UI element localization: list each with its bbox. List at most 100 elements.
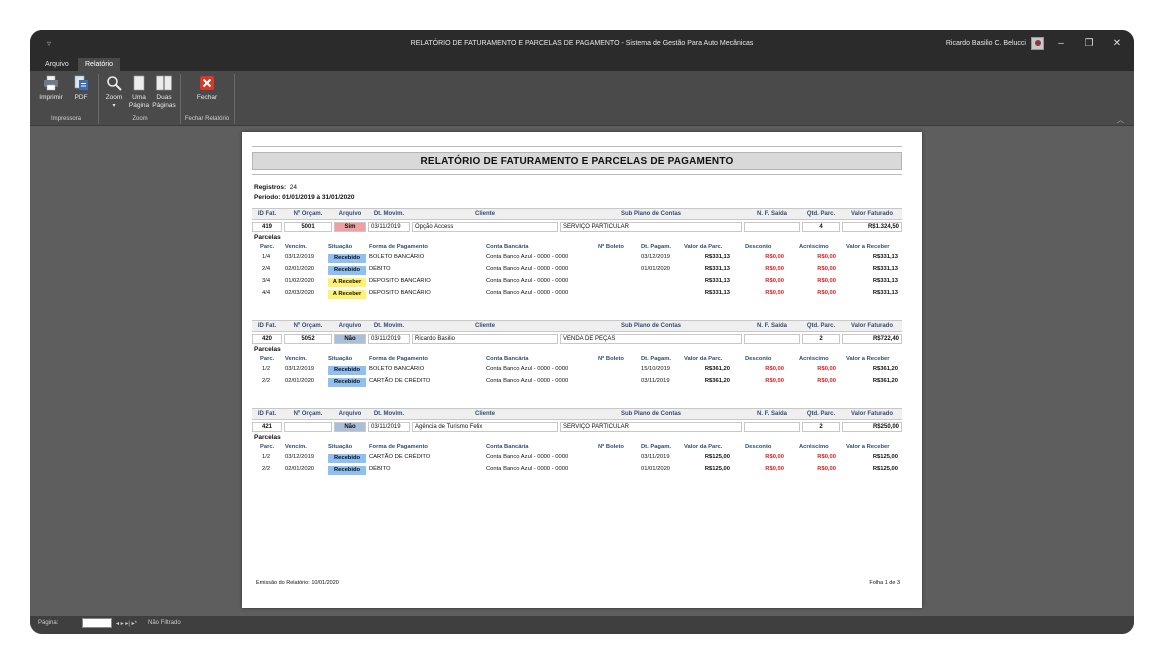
duas-paginas-button[interactable]: Duas Páginas [151, 75, 177, 110]
parcela-cell-acrescimo: R$0,00 [817, 290, 836, 296]
close-report-icon [200, 76, 214, 90]
group-separator [98, 74, 99, 124]
fatura-header-movim: Dt. Movim. [373, 211, 405, 217]
group-impressora: Impressora [50, 116, 81, 122]
fatura-header-orcam: Nº Orçam. [293, 211, 323, 217]
parcela-header-parc: Parc. [260, 244, 275, 250]
magnifier-icon [107, 76, 122, 91]
page-number-input[interactable] [82, 618, 112, 628]
duas-label-1: Duas [156, 94, 172, 101]
single-page-icon [133, 75, 145, 91]
parcela-cell-valor_receber: R$331,13 [872, 278, 898, 284]
fatura-cell-valor: R$250,00 [842, 422, 902, 432]
parcela-cell-acrescimo: R$0,00 [817, 378, 836, 384]
parcela-cell-pagam: 01/01/2020 [641, 266, 671, 272]
parcelas-label: Parcelas [254, 346, 281, 353]
registros-value: 24 [289, 184, 298, 191]
report-title: RELATÓRIO DE FATURAMENTO E PARCELAS DE P… [252, 152, 902, 170]
pdf-button[interactable]: PDF [70, 75, 92, 102]
fatura-cell-id: 421 [252, 422, 282, 432]
restore-button[interactable]: ❐ [1084, 38, 1094, 49]
fatura-header-cliente: Cliente [474, 411, 495, 417]
group-separator [234, 74, 235, 124]
zoom-dropdown-icon[interactable]: ▾ [112, 103, 116, 109]
parcela-header-pagam: Dt. Pagam. [641, 244, 671, 250]
parcela-header-situacao: Situação [328, 356, 353, 362]
zoom-button[interactable]: Zoom ▾ [103, 75, 125, 110]
fatura-header-id: ID Fat. [257, 323, 277, 329]
ribbon-tabs: Arquivo Relatório [30, 58, 1134, 71]
report-preview-area[interactable]: RELATÓRIO DE FATURAMENTO E PARCELAS DE P… [30, 126, 1134, 616]
printer-icon [44, 75, 58, 91]
group-zoom: Zoom [132, 116, 148, 122]
parcela-cell-situacao: Recebido [328, 453, 366, 463]
parcela-row: 1/4 03/12/2019 Recebido BOLETO BANCÁRIO Cont… [252, 252, 902, 264]
parcela-cell-situacao: Recebido [328, 465, 366, 475]
page-navigation[interactable]: ◂ ▸ ▸| ▸* [116, 621, 137, 627]
group-separator [180, 74, 181, 124]
parcela-row: 1/2 03/12/2019 Recebido BOLETO BANCÁRIO Cont… [252, 364, 902, 376]
parcela-cell-desconto: R$0,00 [765, 290, 784, 296]
fatura-header-id: ID Fat. [257, 411, 277, 417]
pdf-label: PDF [74, 94, 88, 101]
parcela-cell-valor_parc: R$331,13 [704, 266, 730, 272]
fatura-header-orcam: Nº Orçam. [293, 411, 323, 417]
fatura-header-arquivo: Arquivo [338, 411, 362, 417]
minimize-button[interactable]: – [1058, 38, 1064, 49]
fatura-cell-id: 420 [252, 334, 282, 344]
parcela-cell-desconto: R$0,00 [765, 278, 784, 284]
parcela-header-situacao: Situação [328, 244, 353, 250]
fatura-cell-movim: 03/11/2019 [368, 222, 410, 232]
parcelas-label: Parcelas [254, 234, 281, 241]
fatura-cell-valor: R$1.324,50 [842, 222, 902, 232]
fatura-cell-subplano: SERVIÇO PARTICULAR [560, 422, 742, 432]
fatura-header-cliente: Cliente [474, 323, 495, 329]
window-title: RELATÓRIO DE FATURAMENTO E PARCELAS DE P… [410, 40, 754, 47]
user-name: Ricardo Basilio C. Belucci [945, 40, 1026, 47]
parcela-header-vencim: Vencim. [285, 444, 307, 450]
fechar-button[interactable]: Fechar [192, 75, 222, 102]
fatura-row: 419 5001 Sim 03/11/2019 Opção Access SERVIÇO … [252, 220, 902, 234]
tab-relatorio[interactable]: Relatório [78, 58, 121, 71]
parcela-cell-acrescimo: R$0,00 [817, 466, 836, 472]
close-window-button[interactable]: ✕ [1112, 38, 1122, 49]
system-menu-icon[interactable]: ▿ [47, 39, 52, 48]
fatura-cell-nf [744, 422, 800, 432]
status-bar: Página: ◂ ▸ ▸| ▸* Não Filtrado [30, 616, 1134, 634]
parcela-cell-conta: Conta Banco Azul - 0000 - 0000 [486, 266, 569, 272]
parcela-cell-pagam: 03/11/2019 [641, 454, 670, 460]
imprimir-button[interactable]: Imprimir [39, 75, 63, 102]
fatura-cell-arquivo: Não [334, 422, 366, 432]
parcela-header-row: Parc. Vencim. Situação Forma de Pagamento Co… [252, 243, 902, 252]
parcela-row: 2/2 02/01/2020 Recebido DÉBITO Conta Banco A… [252, 464, 902, 476]
parcela-cell-vencim: 02/01/2020 [285, 266, 315, 272]
filter-status[interactable]: Não Filtrado [148, 620, 181, 626]
parcela-header-acrescimo: Acréscimo [799, 444, 829, 450]
parcela-header-desconto: Desconto [745, 356, 772, 362]
parcela-cell-valor_receber: R$125,00 [872, 466, 898, 472]
fatura-header-row: ID Fat. Nº Orçam. Arquivo Dt. Movim. Cliente… [252, 208, 902, 220]
fatura-header-subplano: Sub Plano de Contas [620, 211, 681, 217]
parcela-cell-desconto: R$0,00 [765, 466, 784, 472]
fatura-cell-cliente: Agência de Turismo Felix [412, 422, 558, 432]
report-page: RELATÓRIO DE FATURAMENTO E PARCELAS DE P… [242, 132, 922, 608]
parcela-cell-pagam: 03/12/2019 [641, 254, 671, 260]
parcela-cell-forma: DÉBITO [369, 466, 391, 472]
parcela-cell-desconto: R$0,00 [765, 454, 784, 460]
fatura-header-movim: Dt. Movim. [373, 411, 405, 417]
tab-arquivo[interactable]: Arquivo [45, 61, 69, 68]
collapse-ribbon-icon[interactable]: ︿ [1117, 117, 1124, 124]
fatura-cell-qtd: 4 [802, 222, 840, 232]
folha-number: Folha 1 de 3 [869, 580, 900, 586]
divider [252, 174, 902, 175]
uma-pagina-button[interactable]: Uma Página [128, 75, 150, 110]
registros-label: Registros: [254, 184, 287, 191]
parcela-cell-desconto: R$0,00 [765, 366, 784, 372]
parcela-cell-valor_parc: R$125,00 [704, 454, 730, 460]
parcela-cell-vencim: 03/12/2019 [285, 254, 315, 260]
fatura-header-qtd: Qtd. Parc. [806, 211, 836, 217]
fatura-cell-movim: 03/11/2019 [368, 334, 410, 344]
avatar[interactable] [1031, 37, 1044, 50]
parcela-cell-vencim: 02/01/2020 [285, 378, 315, 384]
parcela-header-row: Parc. Vencim. Situação Forma de Pagamento Co… [252, 443, 902, 452]
